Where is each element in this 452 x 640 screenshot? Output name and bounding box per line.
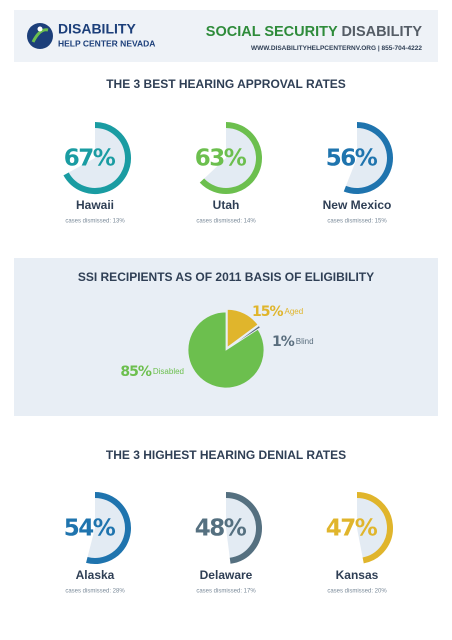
gauge-name: Delaware xyxy=(200,568,253,582)
header-title: SOCIAL SECURITY DISABILITY xyxy=(206,24,423,40)
gauge-note: cases dismissed: 14% xyxy=(196,219,256,225)
pie-value: 1% xyxy=(272,334,295,350)
logo-swoosh xyxy=(31,28,49,43)
pie-slice xyxy=(226,308,259,349)
gauge-arc xyxy=(63,122,131,194)
pie-label: 15% Aged xyxy=(252,304,303,320)
section-title: SSI RECIPIENTS AS OF 2011 BASIS OF ELIGI… xyxy=(78,270,374,284)
gauge-value: 54% xyxy=(64,516,116,542)
gauge-arc xyxy=(343,122,393,194)
gauge-name: New Mexico xyxy=(323,198,392,212)
pie-value: 85% xyxy=(120,364,151,380)
header-contact: WWW.DISABILITYHELPCENTERNV.ORG | 855-704… xyxy=(251,45,422,52)
gauge-value: 48% xyxy=(195,516,247,542)
gauge-name: Utah xyxy=(213,198,240,212)
gauge-arc xyxy=(199,122,262,194)
gauge-fill xyxy=(357,495,390,561)
section-title: THE 3 BEST HEARING APPROVAL RATES xyxy=(106,77,346,91)
gauge-note: cases dismissed: 13% xyxy=(65,219,125,225)
logo-head xyxy=(37,26,43,32)
section-title: THE 3 HIGHEST HEARING DENIAL RATES xyxy=(106,448,346,462)
gauge-note: cases dismissed: 17% xyxy=(196,589,256,595)
pie-category: Blind xyxy=(296,337,314,346)
gauge-note: cases dismissed: 20% xyxy=(327,589,387,595)
gauge-value: 67% xyxy=(64,146,116,172)
title-part1: SOCIAL SECURITY xyxy=(206,24,338,40)
gauge-fill xyxy=(344,125,391,192)
gauge-fill xyxy=(86,495,128,561)
gauge-fill xyxy=(66,125,129,191)
pie-category: Aged xyxy=(285,307,304,316)
gauge-value: 47% xyxy=(326,516,378,542)
website: WWW.DISABILITYHELPCENTERNV.ORG xyxy=(251,45,376,52)
gauge-name: Alaska xyxy=(76,568,115,582)
separator: | xyxy=(378,45,380,52)
pie-slice xyxy=(228,325,261,349)
header-band xyxy=(14,10,438,62)
pie-label: 85% Disabled xyxy=(120,364,184,380)
gauge-arc xyxy=(356,492,393,564)
gauge-arc xyxy=(225,492,262,564)
title-part2: DISABILITY xyxy=(341,24,422,40)
gauge-fill xyxy=(226,495,260,561)
gauge-name: Kansas xyxy=(336,568,379,582)
pie-slice xyxy=(187,311,265,389)
gauge-fill xyxy=(201,125,260,191)
logo-line2: HELP CENTER NEVADA xyxy=(58,38,155,48)
gauge-value: 56% xyxy=(326,146,378,172)
gauge-arc xyxy=(86,492,131,564)
gauge-note: cases dismissed: 28% xyxy=(65,589,125,595)
logo-line1: DISABILITY xyxy=(58,21,136,37)
pie-category: Disabled xyxy=(153,367,184,376)
gauge-value: 63% xyxy=(195,146,247,172)
pie-label: 1% Blind xyxy=(272,334,314,350)
phone: 855-704-4222 xyxy=(382,45,423,52)
gauge-note: cases dismissed: 15% xyxy=(327,219,387,225)
gauge-name: Hawaii xyxy=(76,198,114,212)
pie-value: 15% xyxy=(252,304,283,320)
